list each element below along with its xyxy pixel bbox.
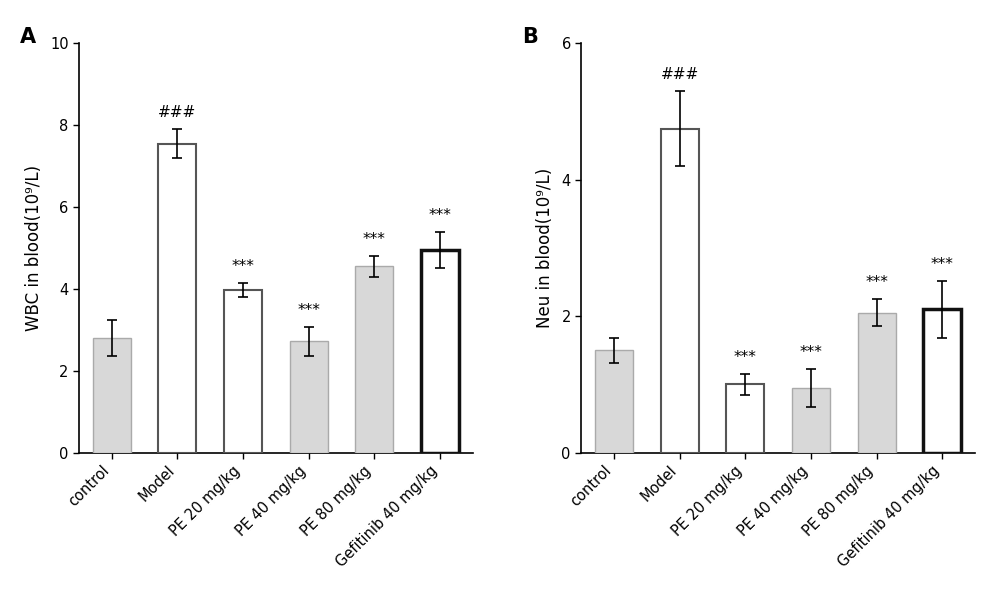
Y-axis label: Neu in blood(10⁹/L): Neu in blood(10⁹/L) <box>536 168 554 328</box>
Text: ***: *** <box>865 275 888 290</box>
Bar <box>93 338 131 453</box>
Bar <box>421 250 459 453</box>
Text: ***: *** <box>429 208 451 223</box>
Text: ***: *** <box>297 303 320 318</box>
Bar <box>158 143 196 453</box>
Text: ***: *** <box>734 350 757 365</box>
Bar <box>595 350 633 453</box>
Text: B: B <box>522 27 538 47</box>
Y-axis label: WBC in blood(10⁹/L): WBC in blood(10⁹/L) <box>25 165 43 331</box>
Text: ***: *** <box>363 232 386 247</box>
Text: ***: *** <box>931 256 954 272</box>
Bar <box>224 290 262 453</box>
Bar <box>661 129 699 453</box>
Bar <box>792 388 830 453</box>
Bar <box>355 267 393 453</box>
Text: ###: ### <box>661 67 699 82</box>
Bar <box>923 309 961 453</box>
Text: A: A <box>20 27 36 47</box>
Text: ***: *** <box>799 345 822 359</box>
Text: ###: ### <box>158 105 197 120</box>
Bar <box>290 342 328 453</box>
Text: ***: *** <box>232 259 255 274</box>
Bar <box>858 313 896 453</box>
Bar <box>726 384 764 453</box>
